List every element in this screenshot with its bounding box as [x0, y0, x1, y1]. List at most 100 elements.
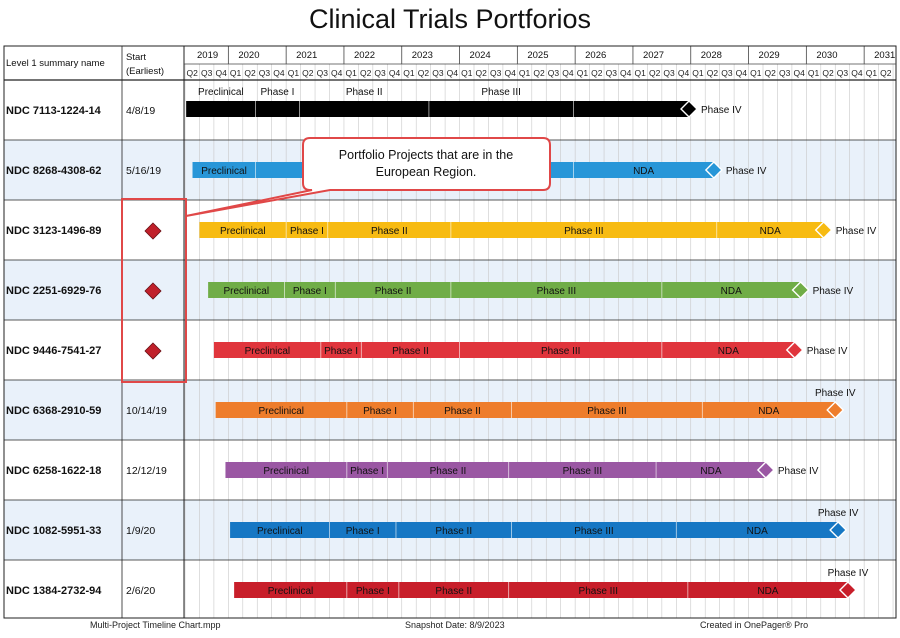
year-label: 2024 — [470, 50, 491, 61]
phase-bar — [299, 101, 429, 117]
phase-bar — [661, 282, 801, 298]
year-label: 2029 — [759, 50, 780, 61]
phase-bar — [428, 101, 574, 117]
year-label: 2031 — [874, 50, 895, 61]
phase-bar — [508, 462, 657, 478]
quarter-label: Q1 — [692, 68, 704, 78]
quarter-label: Q4 — [504, 68, 516, 78]
project-start-date: 1/9/20 — [126, 525, 155, 537]
phase-bar — [573, 101, 690, 117]
quarter-label: Q4 — [793, 68, 805, 78]
quarter-label: Q1 — [288, 68, 300, 78]
phase-label: Preclinical — [268, 586, 314, 597]
phase-bar — [413, 402, 512, 418]
phase-label: Preclinical — [258, 406, 304, 417]
phase-bar — [361, 342, 460, 358]
phase-bar — [286, 222, 328, 238]
quarter-label: Q2 — [707, 68, 719, 78]
quarter-label: Q3 — [317, 68, 329, 78]
quarter-label: Q2 — [244, 68, 256, 78]
phase-label: NDA — [718, 346, 739, 357]
phase-bar — [716, 222, 824, 238]
phase-bar — [213, 342, 321, 358]
phase-label: Phase I — [363, 406, 397, 417]
milestone-label: Phase IV — [813, 286, 854, 297]
phase-bar — [284, 282, 336, 298]
quarter-label: Q1 — [635, 68, 647, 78]
quarter-label: Q2 — [591, 68, 603, 78]
phase-label: Phase III — [537, 286, 576, 297]
phase-bar — [199, 222, 287, 238]
phase-iv-milestone — [756, 461, 775, 479]
phase-bar — [676, 522, 839, 538]
phase-label: Phase III — [574, 526, 613, 537]
phase-bar — [511, 402, 703, 418]
phase-bar — [702, 402, 836, 418]
quarter-label: Q2 — [418, 68, 430, 78]
year-label: 2022 — [354, 50, 375, 61]
phase-bar — [192, 162, 256, 178]
phase-bar — [320, 342, 362, 358]
quarter-label: Q1 — [519, 68, 531, 78]
quarter-label: Q4 — [273, 68, 285, 78]
phase-bar — [208, 282, 285, 298]
phase-label: Phase II — [346, 87, 383, 98]
phase-label: NDA — [633, 166, 654, 177]
european-highlight-box — [121, 198, 187, 383]
phase-label: Phase I — [293, 286, 327, 297]
phase-iv-milestone — [680, 100, 699, 118]
phase-label: Phase III — [587, 406, 626, 417]
quarter-label: Q2 — [822, 68, 834, 78]
phase-bar — [225, 462, 347, 478]
year-label: 2027 — [643, 50, 664, 61]
phase-bar — [346, 462, 388, 478]
header-start-column: Start — [126, 52, 146, 63]
milestone-label: Phase IV — [828, 568, 869, 579]
phase-label: Preclinical — [263, 466, 309, 477]
phase-bar — [327, 222, 451, 238]
quarter-label: Q1 — [750, 68, 762, 78]
quarter-label: Q3 — [374, 68, 386, 78]
phase-label: NDA — [758, 406, 779, 417]
phase-bar — [656, 462, 766, 478]
milestone-label: Phase IV — [701, 105, 742, 116]
quarter-label: Q4 — [620, 68, 632, 78]
quarter-label: Q3 — [606, 68, 618, 78]
header-start-column-sub: (Earliest) — [126, 66, 164, 77]
year-label: 2030 — [816, 50, 837, 61]
quarter-label: Q2 — [880, 68, 892, 78]
quarter-label: Q4 — [215, 68, 227, 78]
phase-label: Phase I — [346, 526, 380, 537]
year-label: 2020 — [238, 50, 259, 61]
phase-label: Phase III — [564, 226, 603, 237]
quarter-label: Q3 — [779, 68, 791, 78]
phase-bar — [395, 522, 512, 538]
phase-label: Phase II — [435, 526, 472, 537]
quarter-label: Q2 — [302, 68, 314, 78]
quarter-label: Q1 — [577, 68, 589, 78]
european-region-marker — [144, 342, 162, 360]
quarter-label: Q4 — [331, 68, 343, 78]
quarter-label: Q4 — [678, 68, 690, 78]
project-name: NDC 1384-2732-94 — [6, 585, 102, 597]
milestone-label: Phase IV — [778, 466, 819, 477]
phase-iv-milestone — [785, 341, 804, 359]
quarter-label: Q3 — [548, 68, 560, 78]
quarter-label: Q1 — [230, 68, 242, 78]
year-label: 2026 — [585, 50, 606, 61]
phase-label: NDA — [721, 286, 742, 297]
project-name: NDC 7113-1224-14 — [6, 105, 102, 117]
phase-label: Phase I — [350, 466, 384, 477]
phase-label: Phase I — [261, 87, 295, 98]
year-label: 2028 — [701, 50, 722, 61]
phase-bar — [346, 582, 399, 598]
phase-label: Preclinical — [201, 166, 247, 177]
phase-label: Phase III — [541, 346, 580, 357]
quarter-label: Q4 — [851, 68, 863, 78]
phase-iv-milestone — [826, 401, 845, 419]
phase-bar — [398, 582, 509, 598]
quarter-label: Q3 — [837, 68, 849, 78]
quarter-label: Q1 — [403, 68, 415, 78]
project-name: NDC 6368-2910-59 — [6, 405, 101, 417]
